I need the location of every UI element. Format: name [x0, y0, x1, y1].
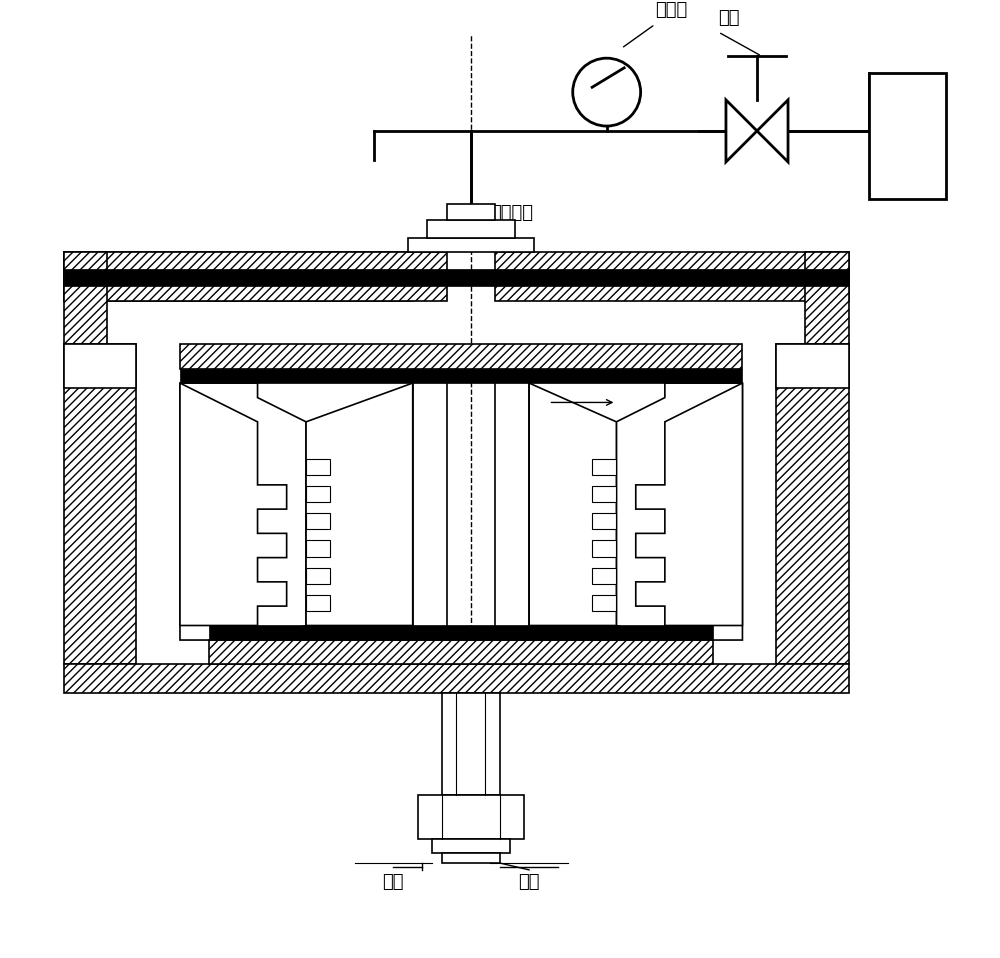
Bar — [776, 344, 849, 664]
Text: 压: 压 — [902, 126, 913, 145]
Bar — [209, 626, 713, 640]
Text: 快速接头: 快速接头 — [490, 204, 533, 222]
Bar — [869, 73, 946, 199]
Bar — [592, 459, 616, 475]
Bar — [306, 486, 330, 502]
Bar — [432, 839, 510, 854]
Text: 阀门: 阀门 — [718, 10, 740, 27]
Polygon shape — [180, 383, 306, 640]
Text: 螺栓: 螺栓 — [383, 873, 404, 891]
Bar — [180, 344, 742, 369]
Polygon shape — [180, 383, 287, 626]
Bar — [442, 694, 500, 795]
Bar — [64, 344, 136, 664]
Bar — [495, 252, 849, 301]
Polygon shape — [757, 100, 788, 162]
Text: 螺母: 螺母 — [518, 873, 540, 891]
Bar — [427, 220, 515, 238]
Bar — [592, 567, 616, 583]
Polygon shape — [726, 100, 757, 162]
Circle shape — [573, 58, 641, 126]
Bar — [306, 513, 330, 530]
Bar — [209, 640, 713, 664]
Bar — [306, 540, 330, 557]
Bar — [64, 252, 107, 344]
Bar — [64, 252, 447, 301]
Polygon shape — [636, 383, 742, 626]
Text: 泵: 泵 — [902, 158, 913, 176]
Bar — [306, 567, 330, 583]
Bar — [64, 252, 413, 301]
Bar — [64, 344, 136, 388]
Bar — [306, 459, 330, 475]
Bar — [180, 369, 742, 383]
Bar — [592, 486, 616, 502]
Bar — [418, 795, 524, 839]
Polygon shape — [616, 383, 742, 640]
Bar — [592, 595, 616, 611]
Text: 气: 气 — [902, 95, 913, 113]
Text: 压力表: 压力表 — [655, 1, 687, 19]
Bar — [64, 268, 849, 286]
Bar — [592, 540, 616, 557]
Polygon shape — [306, 383, 413, 626]
Bar — [805, 252, 849, 344]
Bar — [776, 344, 849, 388]
Polygon shape — [529, 383, 616, 626]
Bar — [592, 513, 616, 530]
Bar — [408, 238, 534, 252]
Bar — [447, 204, 495, 220]
Bar — [64, 664, 849, 694]
Bar — [306, 595, 330, 611]
Bar — [442, 854, 500, 863]
